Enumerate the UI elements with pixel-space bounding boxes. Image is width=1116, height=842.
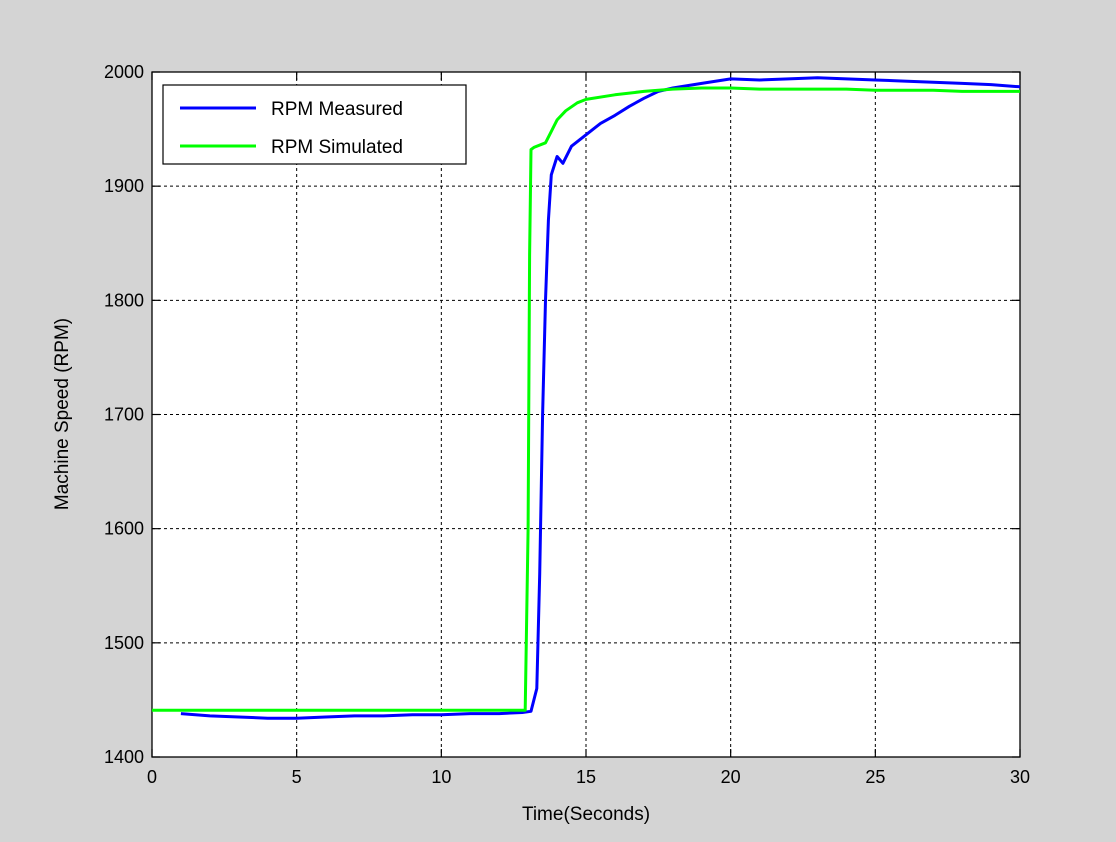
- x-tick-label-25: 25: [865, 767, 885, 787]
- x-tick-label-15: 15: [576, 767, 596, 787]
- axis-ticks: 0 5 10 15 20 25 30 1400 1500 1600 1700 1800 1900 2000: [104, 62, 1030, 787]
- legend-label-measured: RPM Measured: [271, 99, 403, 120]
- series-line-rpm-measured: [180, 76, 1021, 720]
- y-tick-label-1400: 1400: [104, 747, 144, 767]
- series-lines: [152, 76, 1021, 720]
- x-tick-label-30: 30: [1010, 767, 1030, 787]
- y-tick-label-1500: 1500: [104, 633, 144, 653]
- series-line-rpm-simulated: [152, 86, 1020, 712]
- legend-box: [162, 84, 467, 165]
- x-axis-label: Time(Seconds): [522, 804, 650, 825]
- y-axis-label: Machine Speed (RPM): [52, 318, 73, 510]
- legend-label-simulated: RPM Simulated: [271, 137, 403, 158]
- grid-lines: [152, 72, 1020, 757]
- y-tick-label-1600: 1600: [104, 519, 144, 539]
- x-tick-label-5: 5: [292, 767, 302, 787]
- y-tick-label-1700: 1700: [104, 405, 144, 425]
- x-tick-label-20: 20: [721, 767, 741, 787]
- x-tick-label-10: 10: [431, 767, 451, 787]
- y-tick-label-2000: 2000: [104, 62, 144, 82]
- x-tick-label-0: 0: [147, 767, 157, 787]
- legend: RPM Measured RPM Simulated: [162, 84, 467, 165]
- y-tick-label-1800: 1800: [104, 290, 144, 310]
- y-tick-label-1900: 1900: [104, 176, 144, 196]
